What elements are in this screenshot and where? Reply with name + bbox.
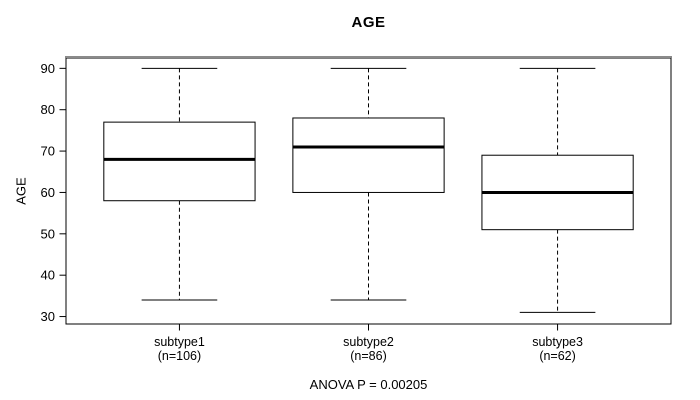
y-tick-label: 50 <box>41 226 55 241</box>
y-tick-label: 80 <box>41 102 55 117</box>
group-name: subtype3 <box>532 335 583 349</box>
iqr-box <box>292 117 445 193</box>
x-group-label-subtype1: subtype1 (n=106) <box>104 335 254 363</box>
x-group-label-subtype2: subtype2 (n=86) <box>294 335 444 363</box>
anova-annotation: ANOVA P = 0.00205 <box>309 377 428 392</box>
group-name: subtype1 <box>154 335 205 349</box>
y-tick-label: 90 <box>41 61 55 76</box>
group-name: subtype2 <box>343 335 394 349</box>
x-group-label-subtype3: subtype3 (n=62) <box>483 335 633 363</box>
iqr-box <box>103 121 256 202</box>
chart-title: AGE <box>351 14 386 31</box>
y-tick-label: 60 <box>41 185 55 200</box>
y-tick-label: 40 <box>41 268 55 283</box>
y-tick-label: 30 <box>41 309 55 324</box>
group-count: (n=106) <box>157 348 202 363</box>
group-count: (n=86) <box>350 348 387 363</box>
y-tick-label: 70 <box>41 144 55 159</box>
group-count: (n=62) <box>539 348 576 363</box>
